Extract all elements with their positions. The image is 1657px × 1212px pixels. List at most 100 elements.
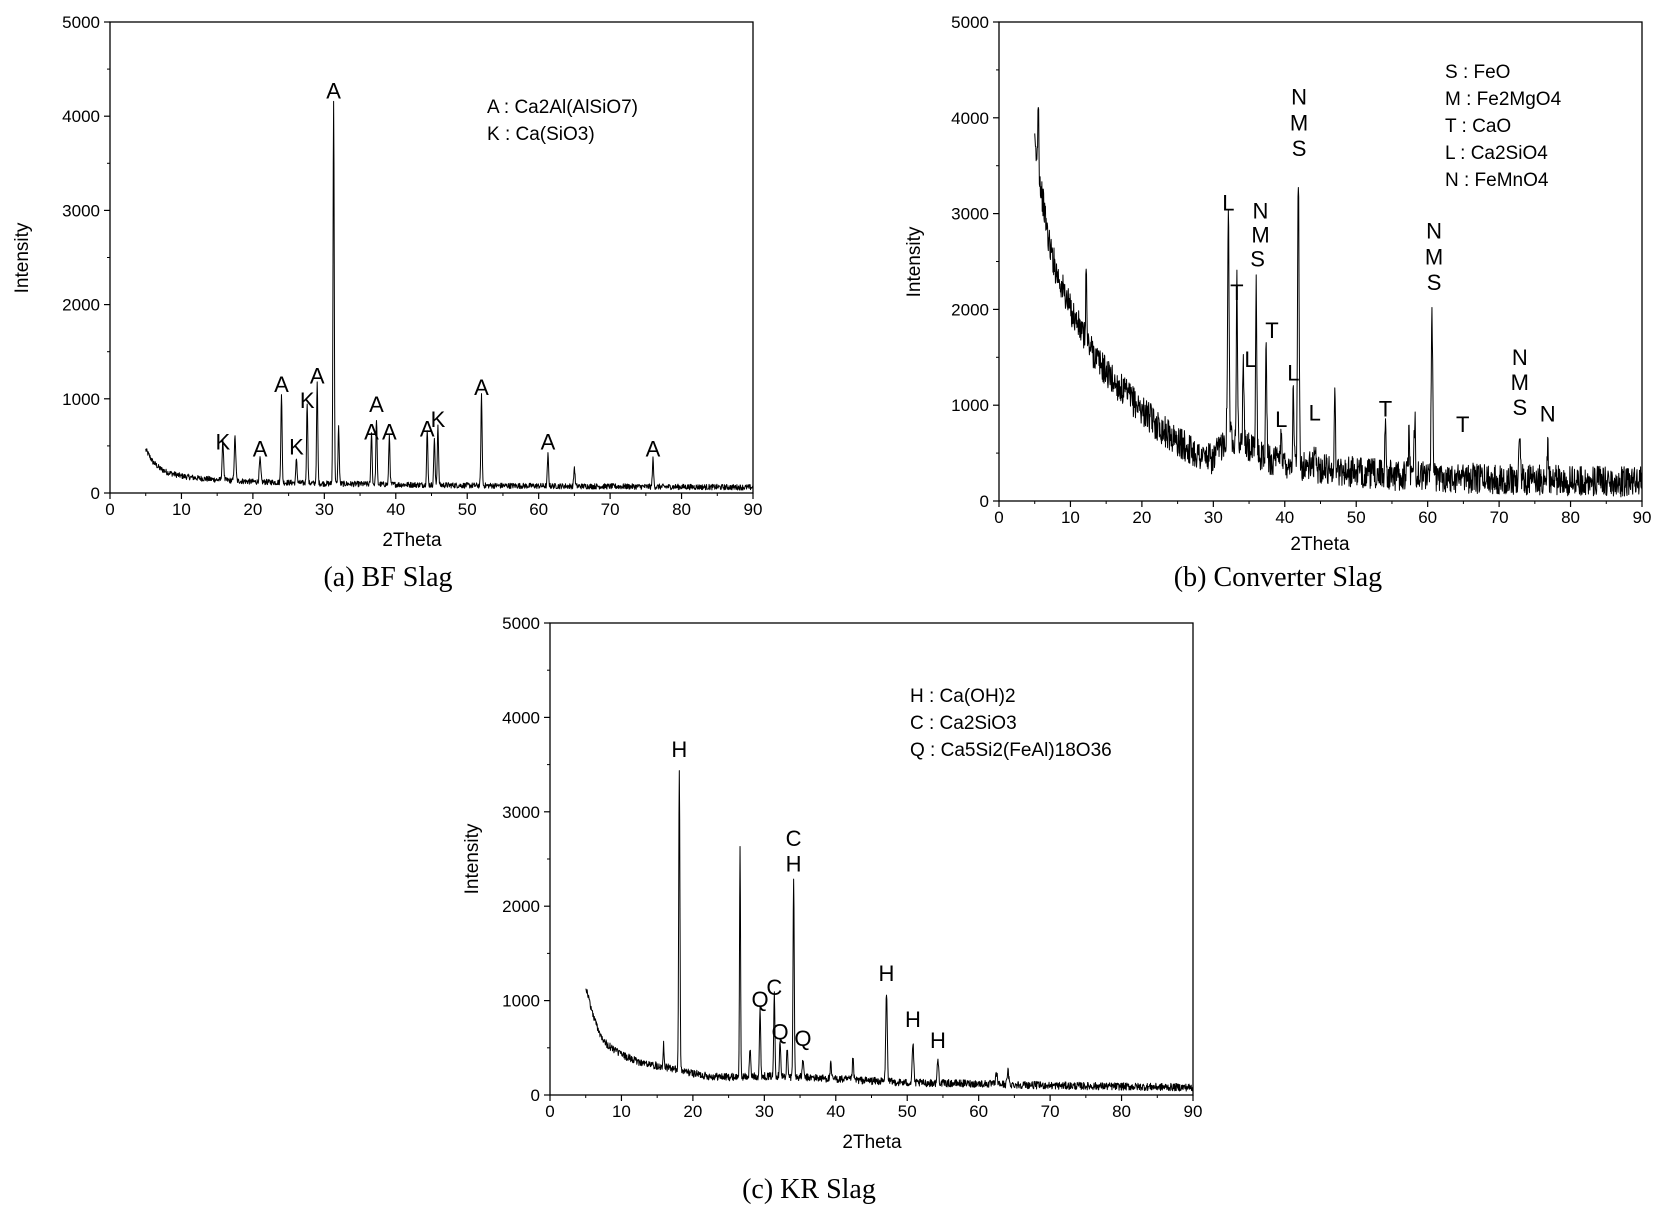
x-tick-label: 50 — [1347, 508, 1366, 527]
peak-label: H — [905, 1007, 921, 1032]
x-tick-label: 70 — [601, 500, 620, 519]
peak-label: L — [1309, 401, 1321, 426]
panel-caption: (c) KR Slag — [742, 1174, 876, 1205]
peak-label: T — [1456, 412, 1469, 437]
peak-label: K — [216, 430, 231, 455]
peak-label: A — [310, 364, 325, 389]
x-tick-label: 20 — [243, 500, 262, 519]
peak-label: A — [326, 78, 341, 103]
peak-label: L — [1287, 360, 1299, 385]
peak-label: L — [1244, 347, 1256, 372]
x-tick-label: 30 — [1204, 508, 1223, 527]
x-tick-label: 80 — [1112, 1102, 1131, 1121]
x-tick-label: 70 — [1041, 1102, 1060, 1121]
peak-label: K — [289, 434, 304, 459]
y-tick-label: 2000 — [502, 897, 540, 916]
x-tick-label: 80 — [672, 500, 691, 519]
peak-label: K — [300, 388, 315, 413]
chart-panel-1: 0 10 20 30 40 50 60 70 80 90 0 1000 2000 3000 4000 5000… — [12, 13, 762, 593]
y-tick-label: 4000 — [62, 107, 100, 126]
peak-label: A — [420, 416, 435, 441]
legend-entry: H : Ca(OH)2 — [910, 686, 1016, 707]
peak-label: N — [1540, 401, 1556, 426]
peak-label: A — [474, 375, 489, 400]
x-tick-label: 20 — [683, 1102, 702, 1121]
x-axis-title: 2Theta — [842, 1132, 902, 1153]
y-tick-label: 0 — [980, 492, 989, 511]
legend-entry: N : FeMnO4 — [1445, 170, 1549, 191]
peak-label: A — [646, 436, 661, 461]
peak-label: Q — [771, 1019, 788, 1044]
peak-label: Q — [751, 987, 768, 1012]
y-tick-label: 4000 — [502, 708, 540, 727]
xrd-series-line — [1034, 106, 1643, 498]
peak-label: N — [1253, 198, 1269, 223]
x-tick-label: 60 — [529, 500, 548, 519]
peak-label: A — [274, 372, 289, 397]
y-axis-title: Intensity — [12, 222, 33, 293]
y-axis-title: Intensity — [904, 226, 925, 297]
plot-frame — [549, 622, 1194, 1096]
y-tick-label: 4000 — [951, 109, 989, 128]
panel-caption: (b) Converter Slag — [1174, 562, 1382, 593]
y-tick-label: 1000 — [502, 992, 540, 1011]
chart-panel-3: 0 10 20 30 40 50 60 70 80 90 0 1000 2000 3000 4000 5000… — [462, 614, 1202, 1205]
legend-entry: Q : Ca5Si2(FeAl)18O36 — [910, 740, 1112, 761]
legend-entry: M : Fe2MgO4 — [1445, 89, 1562, 110]
x-tick-label: 70 — [1490, 508, 1509, 527]
x-tick-label: 10 — [1061, 508, 1080, 527]
peak-label: S — [1427, 270, 1442, 295]
xrd-series-line — [145, 100, 754, 491]
x-tick-label: 0 — [545, 1102, 554, 1121]
legend-entry: A : Ca2Al(AlSiO7) — [487, 97, 638, 118]
peak-label: A — [382, 419, 397, 444]
peak-label: L — [1222, 191, 1234, 216]
peak-label: C — [766, 975, 782, 1000]
x-axis-title: 2Theta — [1290, 534, 1350, 555]
peak-label: C — [786, 826, 802, 851]
peak-label: S — [1292, 136, 1307, 161]
x-tick-label: 90 — [744, 500, 763, 519]
legend-entry: L : Ca2SiO4 — [1445, 143, 1548, 164]
x-tick-label: 40 — [1275, 508, 1294, 527]
peak-label: A — [541, 430, 556, 455]
panel-caption: (a) BF Slag — [323, 562, 452, 593]
x-tick-label: 10 — [612, 1102, 631, 1121]
peak-label: H — [879, 961, 895, 986]
y-tick-label: 2000 — [62, 296, 100, 315]
x-tick-label: 10 — [172, 500, 191, 519]
x-tick-label: 0 — [105, 500, 114, 519]
peak-label: A — [253, 436, 268, 461]
peak-label: S — [1250, 246, 1265, 271]
x-axis-title: 2Theta — [382, 530, 442, 551]
peak-label: M — [1251, 222, 1269, 247]
peak-label: H — [786, 851, 802, 876]
peak-label: A — [364, 419, 379, 444]
peak-label: M — [1425, 244, 1443, 269]
legend-entry: C : Ca2SiO3 — [910, 713, 1017, 734]
peak-label: N — [1291, 84, 1307, 109]
peak-label: H — [930, 1028, 946, 1053]
x-tick-label: 30 — [315, 500, 334, 519]
x-tick-label: 50 — [458, 500, 477, 519]
peak-label: H — [671, 737, 687, 762]
peak-label: T — [1230, 280, 1243, 305]
peak-label: N — [1426, 219, 1442, 244]
xrd-series-line — [585, 770, 1194, 1092]
peak-label: L — [1275, 407, 1287, 432]
legend-entry: S : FeO — [1445, 62, 1510, 83]
peak-label: Q — [794, 1026, 811, 1051]
peak-label: M — [1290, 110, 1308, 135]
y-tick-label: 3000 — [951, 205, 989, 224]
peak-label: T — [1379, 397, 1392, 422]
legend-entry: K : Ca(SiO3) — [487, 124, 595, 145]
x-tick-label: 60 — [969, 1102, 988, 1121]
y-tick-label: 5000 — [62, 13, 100, 32]
peak-label: S — [1512, 395, 1527, 420]
peak-label: T — [1265, 318, 1278, 343]
x-tick-label: 20 — [1132, 508, 1151, 527]
x-tick-label: 90 — [1633, 508, 1652, 527]
x-tick-label: 90 — [1184, 1102, 1203, 1121]
legend-entry: T : CaO — [1445, 116, 1511, 137]
